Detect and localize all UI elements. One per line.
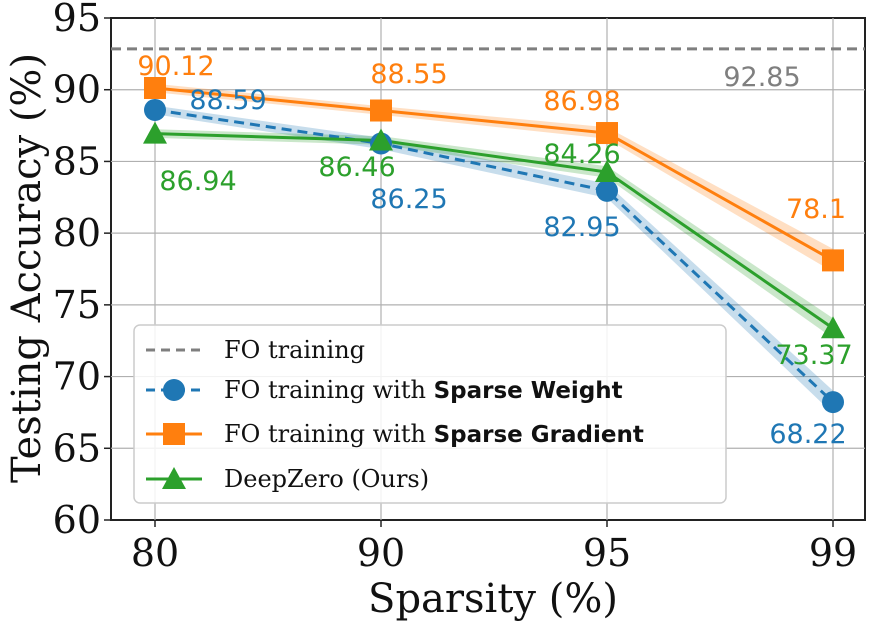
y-tick-label: 65 bbox=[53, 426, 101, 470]
data-point bbox=[596, 122, 618, 145]
reference-line-label: 92.85 bbox=[723, 62, 800, 93]
data-label: 88.59 bbox=[189, 85, 266, 116]
series-lines bbox=[154, 86, 835, 404]
x-axis-title: Sparsity (%) bbox=[368, 576, 618, 622]
data-label: 73.37 bbox=[775, 340, 852, 371]
legend-label: FO training bbox=[224, 336, 365, 364]
y-tick-label: 80 bbox=[53, 211, 101, 255]
y-axis-title: Testing Accuracy (%) bbox=[4, 53, 50, 483]
legend-label-bold: Sparse Gradient bbox=[434, 422, 644, 448]
series-markers bbox=[143, 76, 845, 414]
data-label: 84.26 bbox=[543, 139, 620, 170]
y-tick-label: 75 bbox=[53, 283, 101, 327]
data-point bbox=[822, 391, 844, 414]
data-label: 86.98 bbox=[543, 86, 620, 117]
data-label: 88.55 bbox=[370, 59, 447, 90]
x-axis-ticks: 80 90 95 99 bbox=[131, 520, 857, 575]
legend-label: DeepZero (Ours) bbox=[224, 465, 429, 493]
data-label: 68.22 bbox=[769, 419, 846, 450]
legend-label-text: FO training bbox=[224, 336, 365, 364]
y-axis-ticks: 60 65 70 75 80 85 90 95 bbox=[53, 0, 111, 542]
data-point bbox=[369, 128, 393, 151]
legend-entry: FO training with Sparse Gradient bbox=[146, 420, 644, 448]
data-labels: 88.59 86.25 82.95 68.22 90.12 88.55 86.98 78.1 8… bbox=[137, 51, 852, 450]
x-tick-label: 99 bbox=[809, 531, 857, 575]
series-line bbox=[154, 86, 834, 262]
data-label: 86.94 bbox=[159, 166, 236, 197]
data-label: 90.12 bbox=[137, 51, 214, 82]
data-point bbox=[595, 160, 619, 183]
legend-entries: FO training FO training with Sparse Weigh… bbox=[146, 336, 644, 493]
y-tick-label: 70 bbox=[53, 355, 101, 399]
series-line bbox=[154, 108, 835, 404]
legend-label: FO training with Sparse Weight bbox=[224, 376, 623, 404]
data-point bbox=[596, 179, 618, 202]
data-point bbox=[370, 99, 392, 122]
data-label: 86.46 bbox=[318, 152, 395, 183]
legend-label: FO training with Sparse Gradient bbox=[224, 420, 644, 448]
data-label: 82.95 bbox=[543, 212, 620, 243]
data-point bbox=[822, 249, 844, 272]
reference-line-group: 92.85 bbox=[111, 47, 865, 93]
legend: FO training FO training with Sparse Weigh… bbox=[133, 324, 727, 504]
data-point bbox=[144, 76, 166, 99]
legend-entry: FO training bbox=[146, 336, 365, 364]
legend-entry: FO training with Sparse Weight bbox=[146, 376, 623, 404]
series-line bbox=[154, 132, 834, 330]
x-tick-label: 90 bbox=[357, 531, 405, 575]
y-tick-label: 85 bbox=[53, 139, 101, 183]
y-tick-label: 95 bbox=[53, 0, 101, 40]
data-point bbox=[144, 98, 166, 121]
legend-label-text: FO training with bbox=[224, 420, 434, 448]
legend-label-text: DeepZero (Ours) bbox=[224, 465, 429, 493]
data-label: 78.1 bbox=[786, 194, 846, 225]
legend-label-bold: Sparse Weight bbox=[434, 378, 623, 404]
legend-entry: DeepZero (Ours) bbox=[146, 465, 429, 493]
data-point bbox=[821, 316, 845, 339]
legend-marker bbox=[162, 467, 186, 489]
data-label: 86.25 bbox=[370, 184, 447, 215]
legend-label-text: FO training with bbox=[224, 376, 434, 404]
legend-marker bbox=[163, 379, 185, 401]
x-tick-label: 95 bbox=[583, 531, 631, 575]
y-tick-label: 90 bbox=[53, 68, 101, 112]
legend-marker bbox=[163, 423, 185, 445]
legend-box bbox=[133, 324, 727, 504]
x-tick-label: 80 bbox=[131, 531, 179, 575]
data-point bbox=[143, 121, 167, 144]
y-tick-label: 60 bbox=[53, 498, 101, 542]
